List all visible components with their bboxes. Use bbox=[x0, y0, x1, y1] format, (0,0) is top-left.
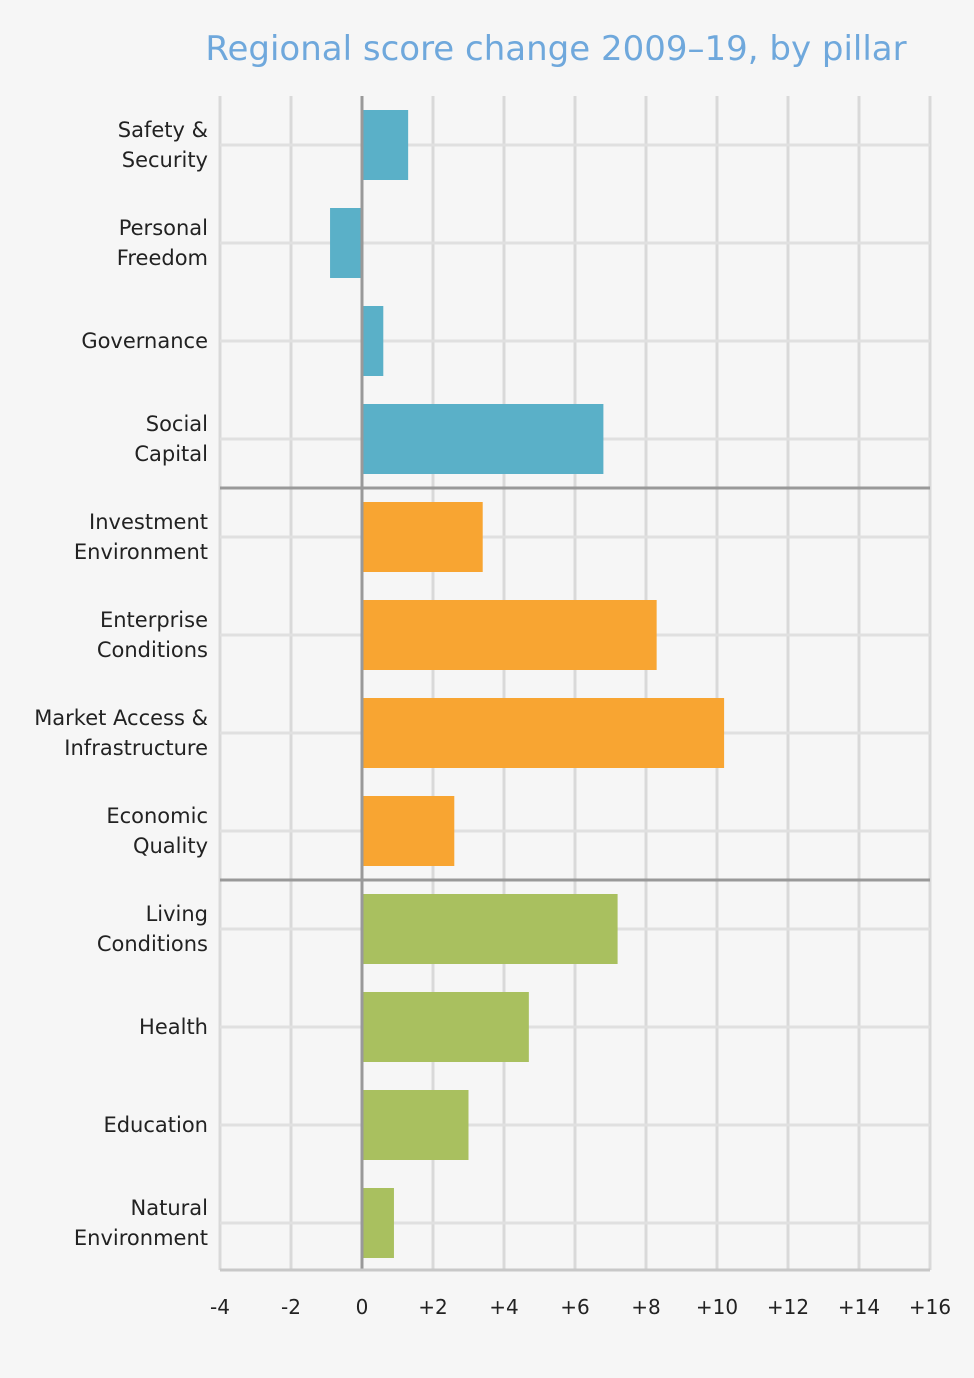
category-label: Economic bbox=[106, 804, 208, 828]
x-tick-label: +4 bbox=[489, 1295, 518, 1319]
category-label: Market Access & bbox=[34, 706, 208, 730]
category-label: Conditions bbox=[97, 932, 208, 956]
x-tick-label: +6 bbox=[560, 1295, 589, 1319]
bar bbox=[362, 600, 657, 670]
category-label: Investment bbox=[89, 510, 208, 534]
category-label: Infrastructure bbox=[64, 736, 208, 760]
category-label: Safety & bbox=[118, 118, 208, 142]
x-tick-label: -4 bbox=[210, 1295, 230, 1319]
bar bbox=[362, 404, 604, 474]
category-label: Education bbox=[103, 1113, 208, 1137]
category-label: Living bbox=[146, 902, 208, 926]
bar bbox=[362, 502, 483, 572]
bar bbox=[362, 1090, 469, 1160]
bar bbox=[362, 894, 618, 964]
x-tick-label: +16 bbox=[909, 1295, 951, 1319]
x-tick-label: +8 bbox=[631, 1295, 660, 1319]
axes bbox=[220, 96, 930, 1272]
category-label: Personal bbox=[119, 216, 208, 240]
chart-title: Regional score change 2009–19, by pillar bbox=[205, 29, 906, 69]
category-label: Quality bbox=[133, 834, 208, 858]
category-label: Environment bbox=[74, 1226, 208, 1250]
x-tick-label: -2 bbox=[281, 1295, 301, 1319]
bar bbox=[362, 992, 529, 1062]
category-label: Enterprise bbox=[100, 608, 208, 632]
category-label: Security bbox=[122, 148, 208, 172]
bar bbox=[362, 698, 725, 768]
bars bbox=[330, 110, 725, 1258]
category-label: Capital bbox=[134, 442, 208, 466]
category-label: Environment bbox=[74, 540, 208, 564]
x-tick-label: 0 bbox=[356, 1295, 369, 1319]
category-label: Social bbox=[146, 412, 208, 436]
grid-lines bbox=[218, 96, 932, 1270]
x-tick-label: +10 bbox=[696, 1295, 738, 1319]
bar bbox=[330, 208, 362, 278]
bar bbox=[362, 110, 409, 180]
x-tick-label: +2 bbox=[418, 1295, 447, 1319]
category-label: Freedom bbox=[117, 246, 208, 270]
category-label: Conditions bbox=[97, 638, 208, 662]
x-tick-label: +12 bbox=[767, 1295, 809, 1319]
category-label: Health bbox=[139, 1015, 208, 1039]
bar bbox=[362, 796, 455, 866]
category-labels: Safety & Security Personal Freedom Governanc… bbox=[34, 118, 208, 1250]
category-label: Natural bbox=[131, 1196, 208, 1220]
x-tick-labels: -4 -2 0 +2 +4 +6 +8 +10 +12 +14 +16 bbox=[210, 1295, 951, 1319]
bar bbox=[362, 1188, 394, 1258]
x-tick-label: +14 bbox=[838, 1295, 880, 1319]
category-label: Governance bbox=[81, 329, 208, 353]
bar bbox=[362, 306, 384, 376]
